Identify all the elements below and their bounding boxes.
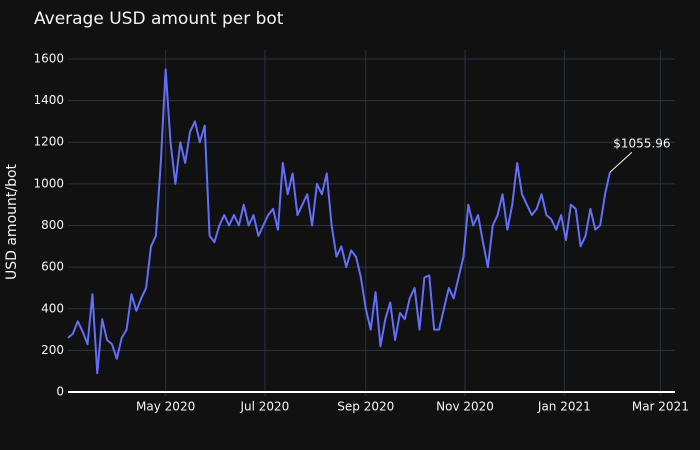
x-tick-label: Sep 2020: [337, 400, 394, 414]
x-tick-label: May 2020: [136, 400, 195, 414]
annotation-arrow: [609, 151, 633, 173]
x-tick-label: Jan 2021: [537, 400, 591, 414]
y-tick-label: 800: [41, 218, 64, 232]
y-axis-label: USD amount/bot: [4, 163, 20, 280]
annotation: $1055.96: [613, 137, 670, 151]
chart-title: Average USD amount per bot: [34, 9, 284, 29]
y-tick-label: 600: [41, 260, 64, 274]
y-tick-label: 1400: [33, 93, 64, 107]
y-tick-label: 1600: [33, 51, 64, 65]
y-tick-label: 0: [56, 385, 64, 399]
y-tick-label: 200: [41, 343, 64, 357]
y-tick-label: 1000: [33, 176, 64, 190]
x-tick-label: Jul 2020: [239, 400, 289, 414]
x-tick-label: Nov 2020: [436, 400, 494, 414]
data-line: [67, 68, 611, 375]
x-tick-label: Mar 2021: [632, 400, 689, 414]
y-tick-label: 1200: [33, 135, 64, 149]
y-tick-label: 400: [41, 301, 64, 315]
